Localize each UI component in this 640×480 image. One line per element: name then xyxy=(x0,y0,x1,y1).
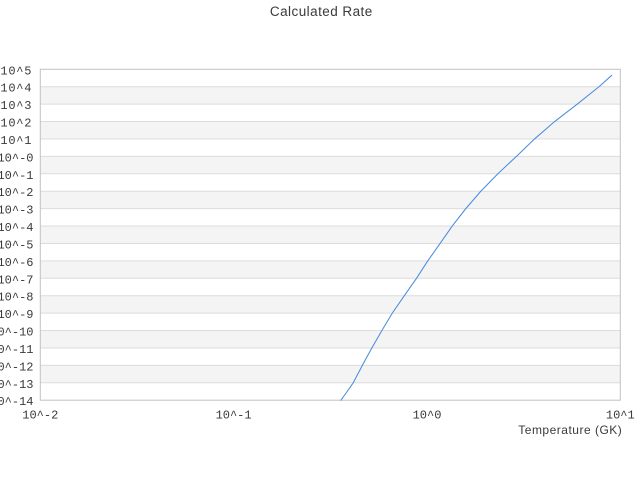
svg-text:10^-1: 10^-1 xyxy=(0,169,34,183)
svg-text:10^4: 10^4 xyxy=(0,82,32,96)
svg-text:10^-3: 10^-3 xyxy=(0,204,34,218)
svg-text:10^1: 10^1 xyxy=(606,409,635,423)
svg-text:10^-11: 10^-11 xyxy=(0,343,34,357)
svg-text:10^-9: 10^-9 xyxy=(0,308,34,322)
svg-text:10^-5: 10^-5 xyxy=(0,238,34,252)
svg-text:Temperature (GK): Temperature (GK) xyxy=(518,423,622,437)
svg-text:10^-10: 10^-10 xyxy=(0,326,34,340)
svg-text:10^-8: 10^-8 xyxy=(0,291,34,305)
svg-text:10^-7: 10^-7 xyxy=(0,273,34,287)
svg-text:10^0: 10^0 xyxy=(413,409,442,423)
svg-text:10^1: 10^1 xyxy=(0,134,32,148)
svg-text:10^-13: 10^-13 xyxy=(0,378,34,392)
svg-text:10^-2: 10^-2 xyxy=(22,409,58,423)
svg-text:10^-1: 10^-1 xyxy=(216,409,252,423)
svg-text:10^-12: 10^-12 xyxy=(0,360,34,374)
svg-text:10^2: 10^2 xyxy=(0,117,32,131)
svg-text:10^-14: 10^-14 xyxy=(0,395,34,409)
svg-text:10^3: 10^3 xyxy=(0,99,32,113)
svg-text:10^-2: 10^-2 xyxy=(0,186,34,200)
svg-text:10^-6: 10^-6 xyxy=(0,256,34,270)
svg-text:10^-0: 10^-0 xyxy=(0,151,34,165)
svg-text:Calculated Rate: Calculated Rate xyxy=(270,4,373,19)
svg-text:10^-4: 10^-4 xyxy=(0,221,34,235)
svg-text:10^5: 10^5 xyxy=(0,64,32,78)
